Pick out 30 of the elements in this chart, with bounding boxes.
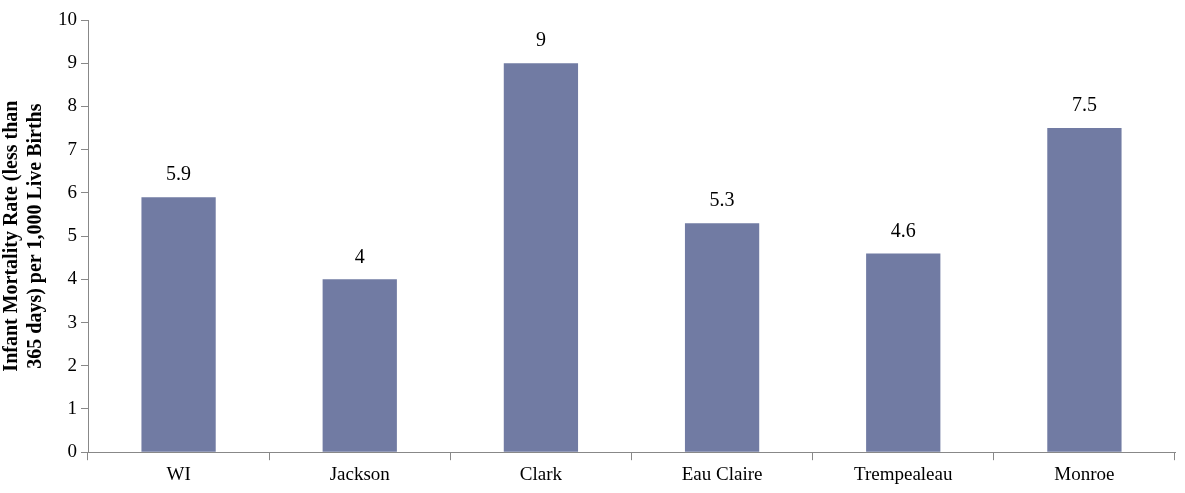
y-tick-label: 3 xyxy=(67,310,77,332)
y-tick-label: 8 xyxy=(67,94,77,116)
y-tick-label: 9 xyxy=(67,51,77,73)
data-label: 7.5 xyxy=(1071,93,1097,116)
x-tick-label: Eau Claire xyxy=(681,462,763,484)
x-tick-label: Clark xyxy=(519,462,563,484)
data-label: 4 xyxy=(354,244,365,267)
x-tick-label: Monroe xyxy=(1054,462,1115,484)
bar xyxy=(503,63,579,452)
data-label: 5.3 xyxy=(709,188,735,211)
y-tick-label: 4 xyxy=(67,267,78,289)
y-tick-label: 6 xyxy=(67,180,77,202)
bar xyxy=(866,253,941,452)
x-tick-label: Trempealeau xyxy=(854,462,953,484)
y-tick-label: 10 xyxy=(58,7,77,29)
data-label: 4.6 xyxy=(890,218,916,241)
y-axis-title: Infant Mortality Rate (less than 365 days) per 1,000 Live Births xyxy=(0,100,47,372)
x-tick-label: Jackson xyxy=(329,462,391,484)
bar xyxy=(684,223,760,452)
y-tick-label: 7 xyxy=(67,137,77,159)
bar xyxy=(1047,128,1122,452)
y-tick-label: 0 xyxy=(67,440,77,462)
bar xyxy=(322,279,397,452)
bar xyxy=(141,197,216,452)
y-tick-label: 5 xyxy=(67,224,77,246)
data-label: 9 xyxy=(535,28,546,51)
data-label: 5.9 xyxy=(166,162,192,185)
y-tick-label: 1 xyxy=(67,396,77,418)
y-tick-label: 2 xyxy=(67,353,77,375)
x-tick-label: WI xyxy=(166,462,191,484)
